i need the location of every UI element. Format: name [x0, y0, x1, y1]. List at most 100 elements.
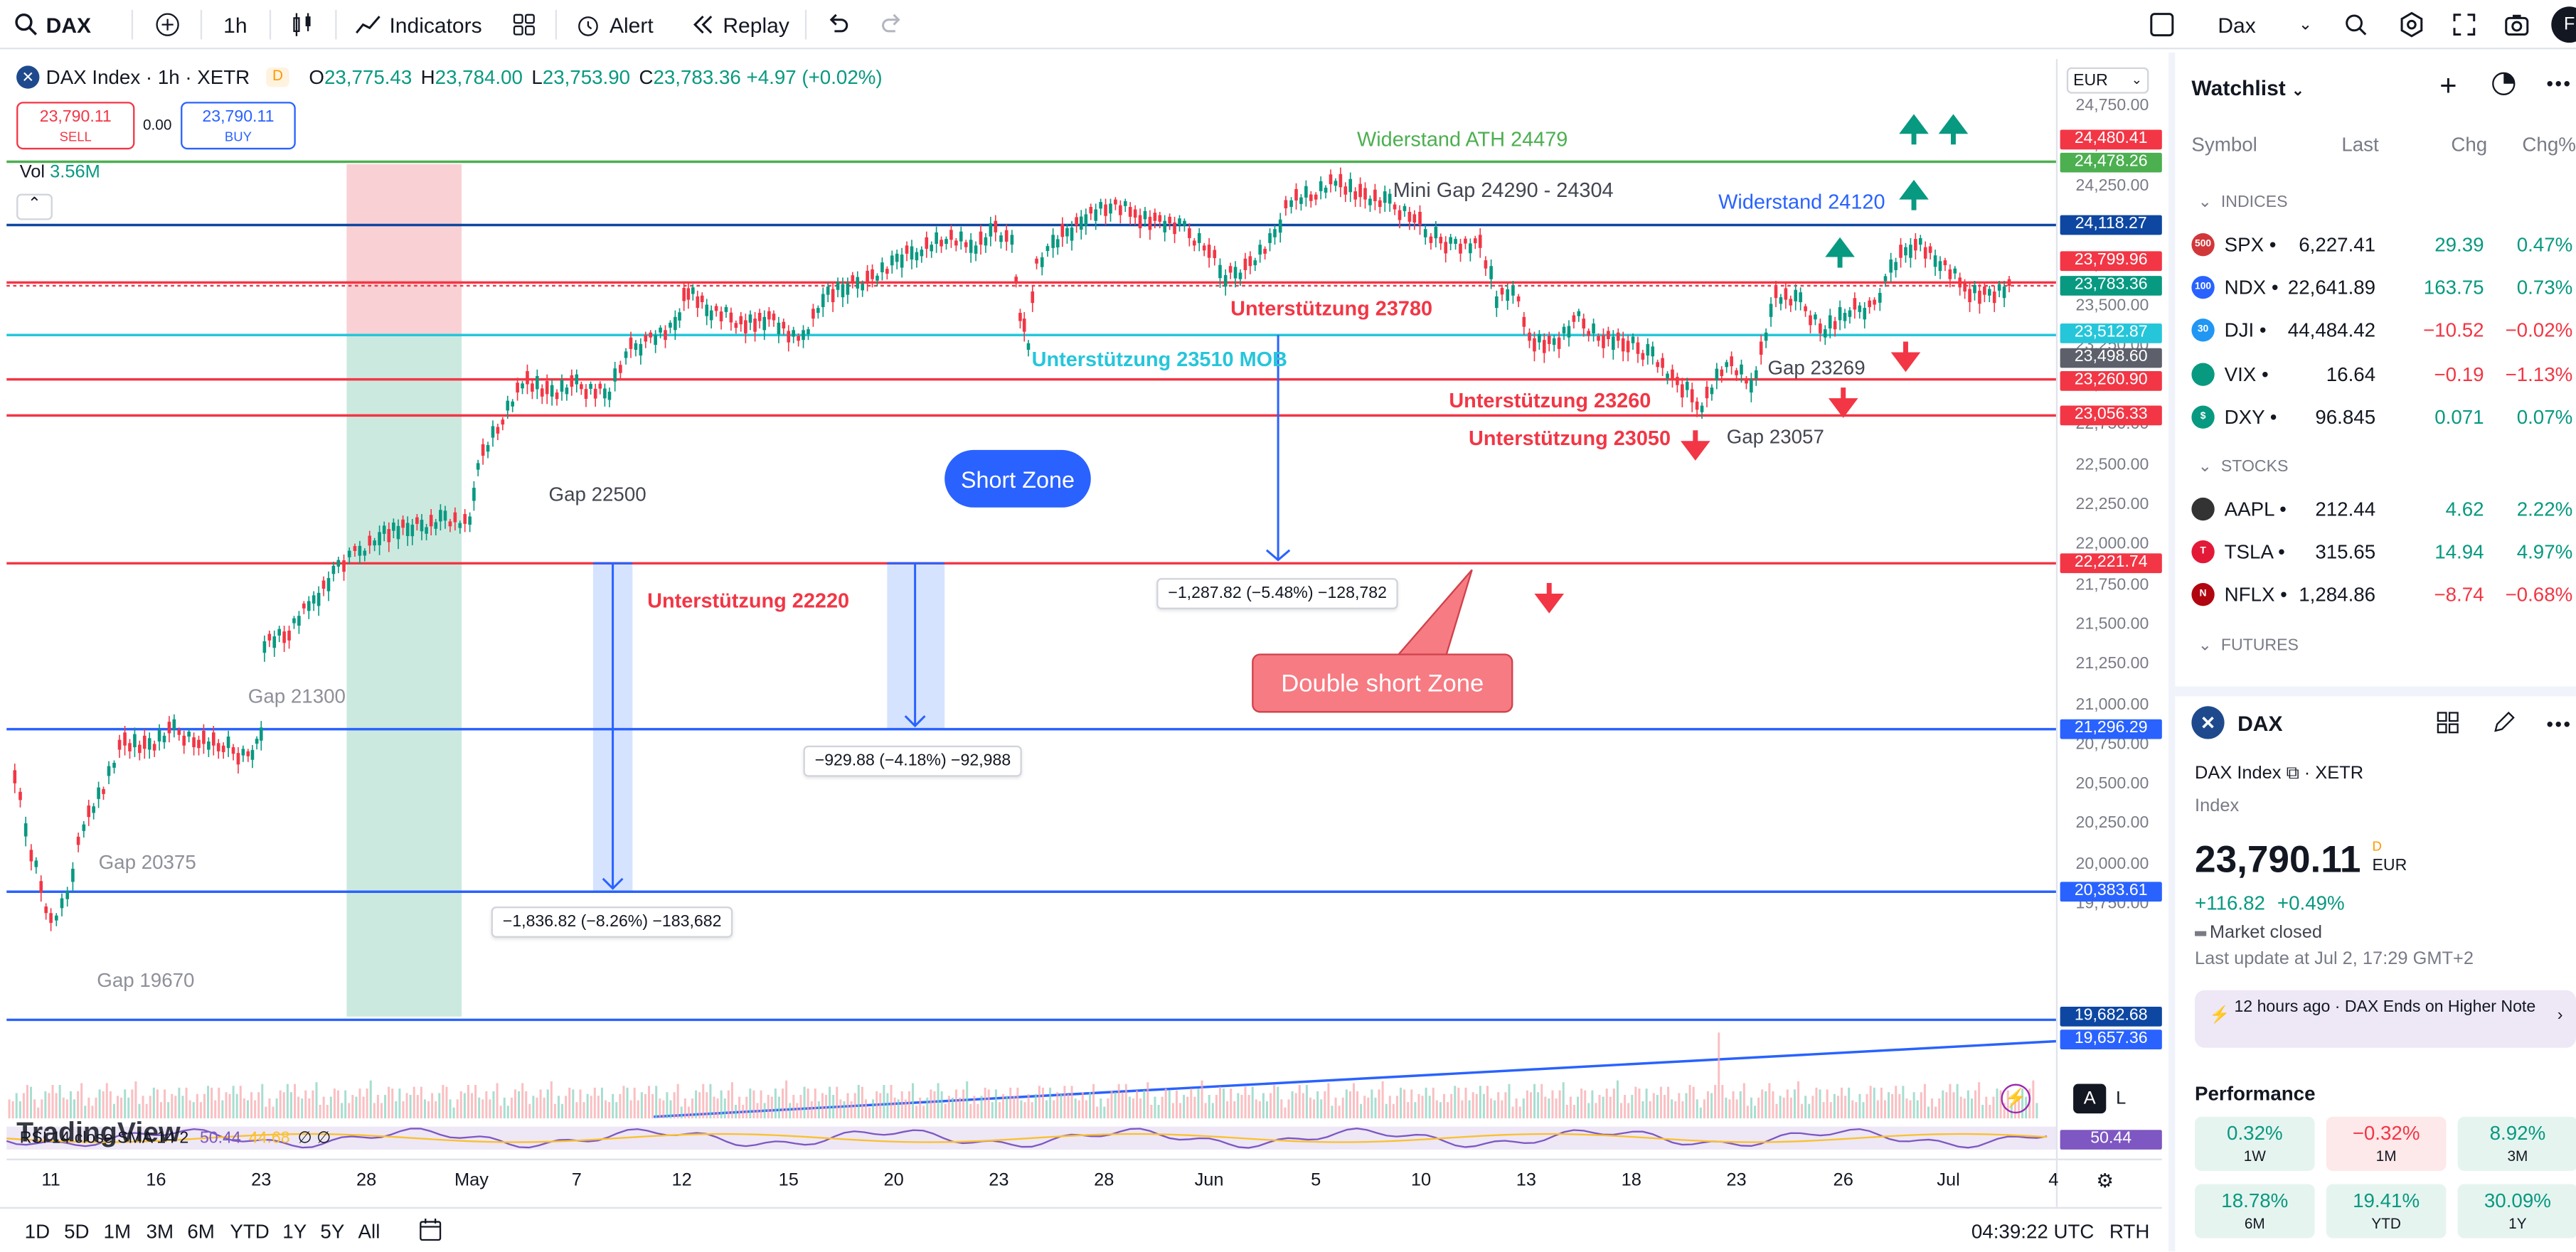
watchlist-row-ndx[interactable]: 100 NDX • 22,641.89 163.75 0.73% — [2191, 267, 2572, 309]
snapshot-button[interactable] — [2503, 0, 2530, 49]
legend-title[interactable]: DAX Index · 1h · XETR — [46, 65, 250, 89]
red-down-arrow-3[interactable] — [1681, 430, 1710, 461]
performance-tile-6m[interactable]: 18.78% 6M — [2195, 1184, 2315, 1238]
support-23260-label[interactable]: Unterstützung 23260 — [1449, 389, 1651, 412]
more-icon[interactable]: ••• — [2546, 72, 2572, 95]
indicators-button[interactable]: Indicators — [355, 0, 482, 49]
range-button-3m[interactable]: 3M — [146, 1220, 174, 1243]
buy-button[interactable]: 23,790.11 BUY — [181, 102, 296, 150]
panel-divider[interactable] — [2175, 686, 2576, 697]
gap-20375-label[interactable]: Gap 20375 — [98, 850, 196, 874]
gap-23269-label[interactable]: Gap 23269 — [1767, 356, 1866, 380]
details-name[interactable]: DAX Index ⧉ · XETR — [2195, 764, 2364, 783]
symbol-search[interactable]: DAX — [13, 0, 91, 49]
sell-button[interactable]: 23,790.11 SELL — [16, 102, 135, 150]
performance-tile-3m[interactable]: 8.92% 3M — [2457, 1116, 2576, 1171]
fullscreen-button[interactable] — [2451, 0, 2477, 49]
ath-label[interactable]: Widerstand ATH 24479 — [1356, 128, 1568, 151]
stocks-section[interactable]: ⌄ STOCKS — [2198, 458, 2289, 476]
advanced-view-button[interactable] — [2491, 70, 2517, 105]
gap-22500-label[interactable]: Gap 22500 — [548, 483, 646, 506]
watchlist-row-spx[interactable]: 500 SPX • 6,227.41 29.39 0.47% — [2191, 223, 2572, 266]
support-22220-label[interactable]: Unterstützung 22220 — [647, 589, 850, 613]
alert-button[interactable]: Alert — [575, 0, 654, 49]
range-button-ytd[interactable]: YTD — [230, 1220, 270, 1243]
date-range-button[interactable] — [417, 1217, 444, 1252]
performance-tile-ytd[interactable]: 19.41% YTD — [2326, 1184, 2447, 1238]
gap-19670-label[interactable]: Gap 19670 — [97, 968, 195, 992]
green-zone-rect[interactable] — [346, 335, 462, 1017]
user-menu[interactable]: F — [2551, 0, 2576, 49]
watchlist-title[interactable]: Watchlist ⌄ — [2191, 75, 2304, 100]
interval-button[interactable]: 1h — [223, 12, 248, 37]
compare-button[interactable] — [154, 0, 181, 49]
measure-arrow-3[interactable] — [592, 562, 633, 890]
measure-label-1[interactable]: −1,287.82 (−5.48%) −128,782 — [1156, 578, 1399, 609]
gap-21300-label[interactable]: Gap 21300 — [248, 685, 346, 708]
layout-grid-icon[interactable] — [2434, 710, 2461, 744]
range-button-1d[interactable]: 1D — [24, 1220, 50, 1243]
settings-gear-icon[interactable]: ⚙ — [2096, 1169, 2114, 1192]
clock[interactable]: 04:39:22 UTC — [1971, 1220, 2095, 1243]
green-up-arrow-1[interactable] — [1899, 114, 1929, 145]
green-up-arrow-3[interactable] — [1899, 179, 1929, 210]
settings-button[interactable] — [2398, 0, 2425, 49]
rth-toggle[interactable]: RTH — [2109, 1220, 2150, 1243]
performance-tile-1m[interactable]: −0.32% 1M — [2326, 1116, 2447, 1171]
templates-button[interactable] — [511, 0, 537, 49]
red-down-arrow-4[interactable] — [1534, 583, 1565, 614]
watchlist-row-nflx[interactable]: N NFLX • 1,284.86 −8.74 −0.68% — [2191, 574, 2572, 616]
support-23780-label[interactable]: Unterstützung 23780 — [1230, 297, 1433, 321]
performance-tile-1w[interactable]: 0.32% 1W — [2195, 1116, 2315, 1171]
news-banner[interactable]: ⚡ 12 hours ago · DAX Ends on Higher Note… — [2195, 990, 2576, 1048]
replay-button[interactable]: Replay — [690, 0, 789, 49]
indices-section[interactable]: ⌄ INDICES — [2198, 193, 2288, 212]
range-button-6m[interactable]: 6M — [187, 1220, 215, 1243]
support-23050-label[interactable]: Unterstützung 23050 — [1469, 427, 1671, 450]
red-zone-rect[interactable] — [346, 164, 462, 336]
measure-arrow-1[interactable] — [1265, 335, 1291, 562]
measure-label-3[interactable]: −1,836.82 (−8.26%) −183,682 — [491, 906, 733, 938]
currency-dropdown[interactable]: EUR ⌄ — [2066, 67, 2149, 94]
volume-bar — [1735, 1099, 1738, 1119]
undo-button[interactable] — [825, 0, 851, 49]
double-short-zone-callout[interactable]: Double short Zone — [1252, 653, 1513, 713]
quick-search-button[interactable] — [2343, 0, 2369, 49]
edit-icon[interactable] — [2491, 710, 2517, 744]
resistance-label[interactable]: Widerstand 24120 — [1718, 190, 1885, 214]
short-zone-bubble[interactable]: Short Zone — [944, 449, 1091, 508]
log-scale-button[interactable]: L — [2116, 1088, 2127, 1109]
green-up-arrow-4[interactable] — [1825, 237, 1855, 268]
watchlist-row-vix[interactable]: VIX • 16.64 −0.19 −1.13% — [2191, 353, 2572, 395]
collapse-legend-button[interactable]: ⌃ — [16, 193, 53, 220]
chart-canvas[interactable] — [0, 53, 2162, 1207]
fullscreen-box-button[interactable] — [2149, 0, 2175, 49]
auto-scale-button[interactable]: A — [2073, 1084, 2107, 1114]
watchlist-row-tsla[interactable]: T TSLA • 315.65 14.94 4.97% — [2191, 531, 2572, 574]
range-button-5y[interactable]: 5Y — [320, 1220, 345, 1243]
mini-gap-label[interactable]: Mini Gap 24290 - 24304 — [1393, 178, 1614, 203]
performance-tile-1y[interactable]: 30.09% 1Y — [2457, 1184, 2576, 1238]
futures-section[interactable]: ⌄ FUTURES — [2198, 637, 2299, 656]
red-down-arrow-1[interactable] — [1890, 341, 1921, 373]
redo-button[interactable] — [879, 0, 905, 49]
watchlist-row-dji[interactable]: 30 DJI • 44,484.42 −10.52 −0.02% — [2191, 309, 2572, 352]
red-down-arrow-2[interactable] — [1828, 387, 1858, 418]
range-button-1m[interactable]: 1M — [103, 1220, 132, 1243]
watchlist-row-aapl[interactable]: AAPL • 212.44 4.62 2.22% — [2191, 488, 2572, 530]
green-up-arrow-2[interactable] — [1938, 114, 1969, 145]
add-symbol-icon[interactable]: + — [2439, 69, 2457, 102]
layout-dropdown[interactable]: Dax ⌄ — [2218, 0, 2312, 49]
measure-label-2[interactable]: −929.88 (−4.18%) −92,988 — [803, 745, 1023, 777]
range-button-5d[interactable]: 5D — [64, 1220, 90, 1243]
gap-23057-label[interactable]: Gap 23057 — [1726, 425, 1824, 449]
range-button-all[interactable]: All — [358, 1220, 380, 1243]
range-button-1y[interactable]: 1Y — [282, 1220, 307, 1243]
support-23510-label[interactable]: Unterstützung 23510 MOB — [1031, 348, 1288, 372]
lightning-icon[interactable]: ⚡ — [2001, 1084, 2031, 1114]
measure-arrow-2[interactable] — [887, 562, 945, 728]
watchlist-row-dxy[interactable]: $ DXY • 96.845 0.071 0.07% — [2191, 395, 2572, 438]
chart-type-button[interactable] — [289, 0, 316, 49]
more-icon[interactable]: ••• — [2546, 712, 2572, 736]
candle-series[interactable] — [13, 167, 2011, 931]
